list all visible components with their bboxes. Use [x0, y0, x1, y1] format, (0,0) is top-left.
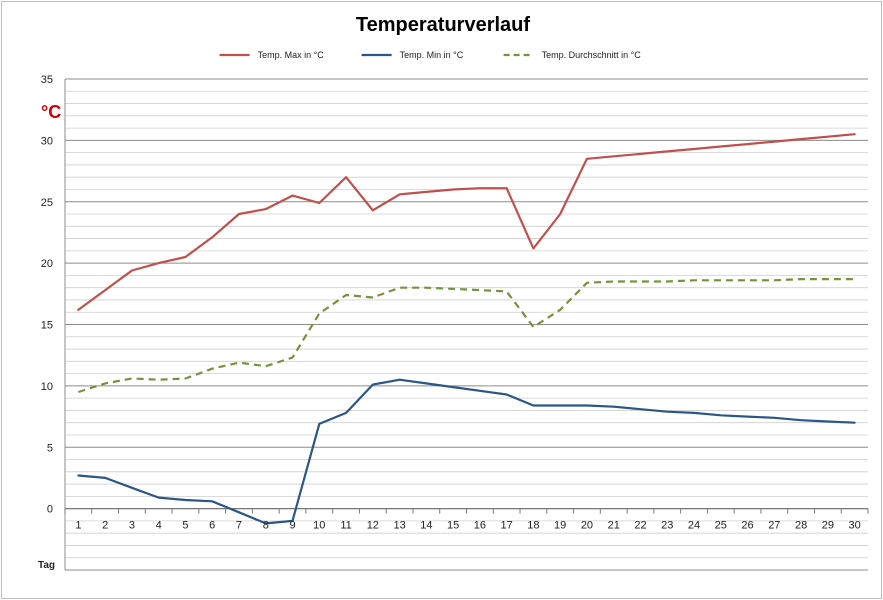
y-tick-label: 35: [41, 74, 53, 86]
legend-label-1: Temp. Max in °C: [258, 50, 325, 60]
x-tick-label: 4: [156, 520, 162, 532]
chart-title: Temperaturverlauf: [356, 14, 530, 36]
y-tick-label: 0: [47, 504, 53, 516]
x-tick-label: 12: [367, 520, 379, 532]
x-tick-label: 3: [129, 520, 135, 532]
y-tick-label: 10: [41, 381, 53, 393]
y-tick-label: 25: [41, 197, 53, 209]
legend: Temp. Max in °C Temp. Min in °C Temp. Durc…: [219, 50, 642, 60]
x-tick-label: 11: [340, 520, 351, 532]
x-tick-label: 5: [182, 520, 188, 532]
legend-label-2: Temp. Min in °C: [400, 50, 464, 60]
x-tick-label: 25: [715, 520, 727, 532]
x-tick-label: 28: [795, 520, 807, 532]
x-tick-label: 19: [554, 520, 566, 532]
gridlines: [65, 78, 868, 571]
x-tick-label: 14: [420, 520, 432, 532]
x-tick-label: 22: [634, 520, 646, 532]
x-tick-label: 29: [822, 520, 834, 532]
x-tick-label: 17: [501, 520, 513, 532]
x-tick-label: 13: [393, 520, 405, 532]
x-tick-label: 15: [447, 520, 459, 532]
x-tick-label: 21: [608, 520, 620, 532]
unit-label: °C: [41, 102, 61, 122]
x-tick-label: 6: [209, 520, 215, 532]
series-line-2: [77, 378, 856, 525]
x-tick-label: 23: [661, 520, 673, 532]
y-tick-label: 5: [47, 442, 53, 454]
x-tick-label: 20: [581, 520, 593, 532]
legend-label-3: Temp. Durchschnitt in °C: [542, 50, 642, 60]
x-tick-label: 9: [289, 520, 295, 532]
x-tick-label: 30: [848, 520, 860, 532]
y-tick-label: 30: [41, 135, 53, 147]
x-tick-label: 2: [102, 520, 108, 532]
y-tick-label: 20: [41, 258, 53, 270]
series-lines: [77, 133, 856, 525]
x-tick-label: 16: [474, 520, 486, 532]
x-axis-label: Tag: [38, 560, 55, 571]
x-tick-label: 24: [688, 520, 700, 532]
x-tick-label: 18: [527, 520, 539, 532]
x-tick-label: 26: [741, 520, 753, 532]
series-line-1: [77, 133, 856, 311]
y-tick-label: 15: [41, 320, 53, 332]
x-tick-label: 7: [236, 520, 242, 532]
series-line-3: [78, 278, 855, 394]
x-tick-label: 10: [313, 520, 325, 532]
x-tick-label: 8: [263, 520, 269, 532]
x-tick-label: 1: [75, 520, 81, 532]
axes: [64, 79, 869, 570]
x-tick-label: 27: [768, 520, 780, 532]
